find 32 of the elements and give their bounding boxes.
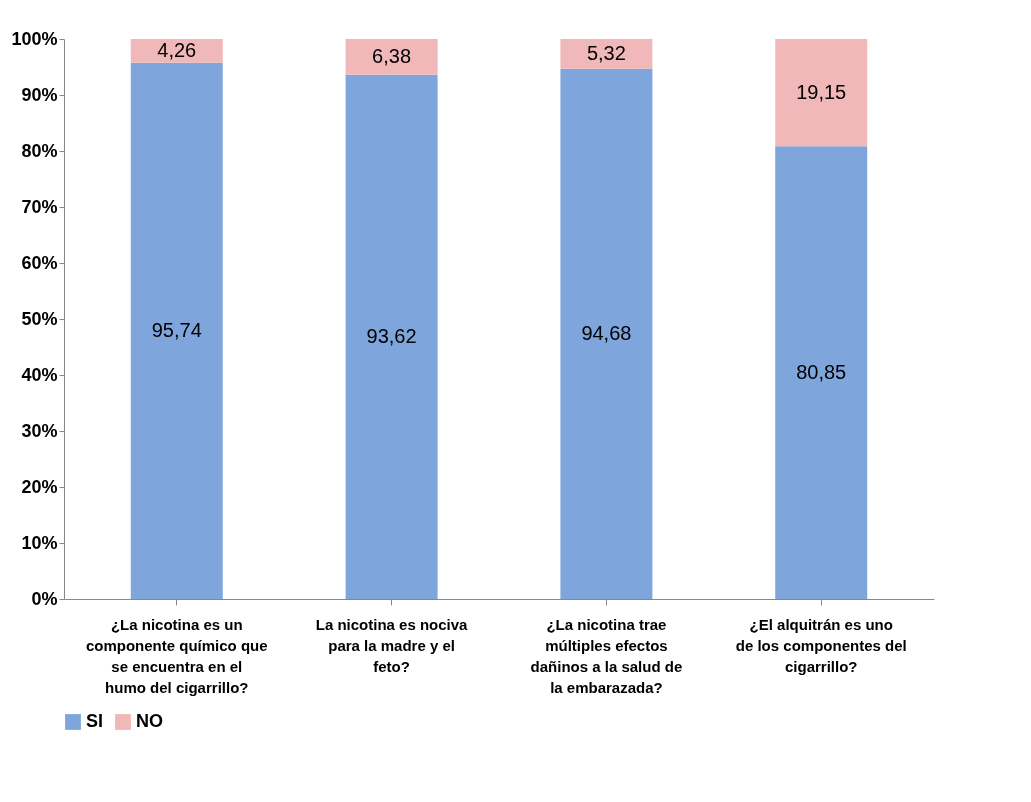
bar: [560, 68, 653, 599]
data-label: 6,38: [372, 44, 412, 67]
y-tick-label: 70%: [21, 196, 58, 217]
y-tick-label: 0%: [31, 588, 58, 609]
data-label: 4,26: [157, 38, 197, 61]
bar: [345, 39, 438, 75]
y-tick-label: 60%: [21, 252, 58, 273]
bar: [560, 39, 653, 69]
bar: [775, 146, 868, 599]
y-tick-label: 50%: [21, 308, 58, 329]
x-tick-label: ¿El alquitrán es uno de los componentes del cigarrillo?: [735, 615, 907, 675]
bar: [775, 39, 868, 147]
data-label: 94,68: [581, 321, 632, 344]
y-tick-label: 20%: [21, 476, 58, 497]
y-tick-label: 100%: [11, 28, 58, 49]
legend-label: NO: [136, 711, 163, 731]
data-label: 93,62: [366, 324, 417, 347]
legend-label: SI: [86, 711, 104, 731]
bar: [345, 74, 438, 599]
y-tick-label: 10%: [21, 532, 58, 553]
data-label: 5,32: [586, 41, 626, 64]
y-tick-label: 40%: [21, 364, 58, 385]
y-tick-label: 80%: [21, 140, 58, 161]
x-tick-label: La nicotina es nociva para la madre y el feto?: [315, 615, 469, 675]
y-tick-label: 90%: [21, 84, 58, 105]
x-tick-label: ¿La nicotina trae múltiples efectos dañinos a la salud de la embarazada?: [530, 615, 683, 696]
data-label: 95,74: [151, 318, 202, 341]
y-tick-label: 30%: [21, 420, 58, 441]
bar: [130, 62, 223, 599]
x-tick-label: ¿La nicotina es un componente químico que se encuentra en el humo del cigarrillo?: [85, 615, 268, 696]
data-label: 80,85: [796, 360, 847, 383]
data-label: 19,15: [796, 80, 847, 103]
